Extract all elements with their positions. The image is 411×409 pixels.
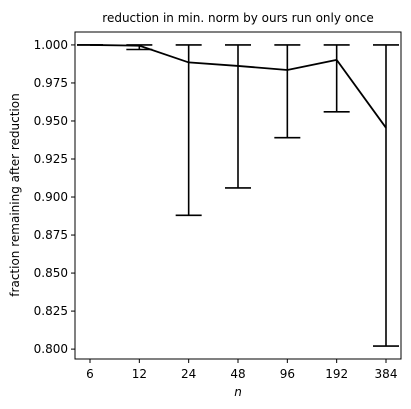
x-tick-label: 24 [181, 367, 196, 381]
chart-title: reduction in min. norm by ours run only … [102, 11, 373, 25]
y-axis-title: fraction remaining after reduction [8, 93, 22, 296]
y-tick-label: 0.900 [34, 190, 68, 204]
y-tick-label: 0.925 [34, 152, 68, 166]
y-tick-label: 0.850 [34, 266, 68, 280]
y-tick-label: 0.875 [34, 228, 68, 242]
y-tick-label: 0.950 [34, 114, 68, 128]
y-tick-label: 0.975 [34, 76, 68, 90]
x-tick-label: 6 [86, 367, 94, 381]
y-axis: 0.800 0.825 0.850 0.875 0.900 0.925 0.950 0.975… [34, 38, 75, 356]
x-tick-label: 48 [230, 367, 245, 381]
x-tick-label: 96 [280, 367, 295, 381]
x-axis: 6 12 24 48 96 192 384 [86, 359, 397, 381]
y-tick-label: 1.000 [34, 38, 68, 52]
x-tick-label: 384 [375, 367, 398, 381]
error-bars [77, 44, 399, 347]
x-axis-title: n [234, 385, 242, 399]
series-line [89, 44, 387, 129]
y-tick-label: 0.825 [34, 304, 68, 318]
x-tick-label: 192 [325, 367, 348, 381]
x-tick-label: 12 [132, 367, 147, 381]
y-tick-label: 0.800 [34, 342, 68, 356]
